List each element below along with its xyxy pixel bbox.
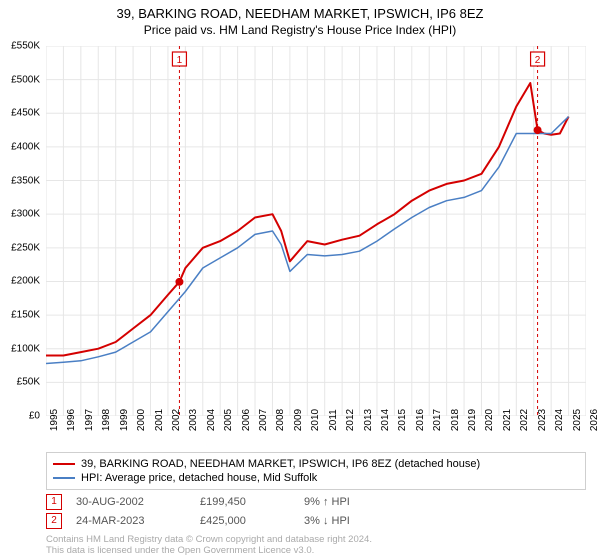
x-axis-tick-label: 2014 xyxy=(380,409,391,431)
legend-swatch xyxy=(53,463,75,465)
x-axis-tick-label: 2023 xyxy=(537,409,548,431)
x-axis-tick-label: 1998 xyxy=(101,409,112,431)
x-axis-tick-label: 2007 xyxy=(258,409,269,431)
x-axis-tick-label: 2002 xyxy=(171,409,182,431)
x-axis-tick-label: 2026 xyxy=(589,409,600,431)
marker-delta: 9% ↑ HPI xyxy=(304,496,350,508)
y-axis-tick-label: £200K xyxy=(11,276,40,287)
y-axis-tick-label: £150K xyxy=(11,310,40,321)
x-axis-tick-label: 2009 xyxy=(293,409,304,431)
y-axis-tick-label: £300K xyxy=(11,209,40,220)
copyright-notice: Contains HM Land Registry data © Crown c… xyxy=(46,534,372,557)
x-axis-tick-label: 2020 xyxy=(484,409,495,431)
y-axis-tick-label: £450K xyxy=(11,108,40,119)
y-axis-tick-label: £0 xyxy=(29,411,40,422)
marker-detail-row: 2 24-MAR-2023 £425,000 3% ↓ HPI xyxy=(46,513,586,529)
copyright-line-1: Contains HM Land Registry data © Crown c… xyxy=(46,534,372,545)
svg-text:1: 1 xyxy=(177,55,183,66)
x-axis-tick-label: 2008 xyxy=(275,409,286,431)
marker-delta: 3% ↓ HPI xyxy=(304,515,350,527)
y-axis-tick-label: £550K xyxy=(11,41,40,52)
legend-label: 39, BARKING ROAD, NEEDHAM MARKET, IPSWIC… xyxy=(81,458,480,470)
legend-item: 39, BARKING ROAD, NEEDHAM MARKET, IPSWIC… xyxy=(53,457,579,471)
svg-text:2: 2 xyxy=(535,55,541,66)
x-axis-tick-label: 2003 xyxy=(188,409,199,431)
legend-swatch xyxy=(53,477,75,479)
legend-item: HPI: Average price, detached house, Mid … xyxy=(53,471,579,485)
x-axis-tick-label: 2018 xyxy=(450,409,461,431)
x-axis-tick-label: 2006 xyxy=(241,409,252,431)
marker-date: 30-AUG-2002 xyxy=(76,496,186,508)
x-axis-tick-label: 2010 xyxy=(310,409,321,431)
x-axis-tick-label: 2016 xyxy=(415,409,426,431)
x-axis-tick-label: 2015 xyxy=(397,409,408,431)
x-axis-tick-label: 1997 xyxy=(84,409,95,431)
x-axis-tick-label: 1995 xyxy=(49,409,60,431)
chart-subtitle: Price paid vs. HM Land Registry's House … xyxy=(0,21,600,43)
y-axis-tick-label: £500K xyxy=(11,74,40,85)
marker-detail-row: 1 30-AUG-2002 £199,450 9% ↑ HPI xyxy=(46,494,586,510)
x-axis-tick-label: 2022 xyxy=(519,409,530,431)
x-axis-tick-label: 1996 xyxy=(66,409,77,431)
x-axis-tick-label: 2000 xyxy=(136,409,147,431)
marker-price: £199,450 xyxy=(200,496,290,508)
x-axis-tick-label: 2025 xyxy=(572,409,583,431)
x-axis-tick-label: 2019 xyxy=(467,409,478,431)
line-chart-svg: 12 xyxy=(46,46,586,416)
marker-number-box: 1 xyxy=(46,494,62,510)
legend-label: HPI: Average price, detached house, Mid … xyxy=(81,472,317,484)
x-axis-tick-label: 2024 xyxy=(554,409,565,431)
x-axis-tick-label: 2013 xyxy=(363,409,374,431)
legend: 39, BARKING ROAD, NEEDHAM MARKET, IPSWIC… xyxy=(46,452,586,490)
x-axis-tick-label: 2021 xyxy=(502,409,513,431)
x-axis-tick-label: 2004 xyxy=(206,409,217,431)
x-axis-tick-label: 2001 xyxy=(154,409,165,431)
x-axis-tick-label: 2017 xyxy=(432,409,443,431)
x-axis-tick-label: 1999 xyxy=(119,409,130,431)
y-axis-tick-label: £100K xyxy=(11,343,40,354)
x-axis-tick-label: 2005 xyxy=(223,409,234,431)
x-axis-tick-label: 2012 xyxy=(345,409,356,431)
y-axis-tick-label: £250K xyxy=(11,242,40,253)
marker-number-box: 2 xyxy=(46,513,62,529)
y-axis-tick-label: £400K xyxy=(11,141,40,152)
y-axis-tick-label: £50K xyxy=(17,377,40,388)
y-axis-tick-label: £350K xyxy=(11,175,40,186)
copyright-line-2: This data is licensed under the Open Gov… xyxy=(46,545,372,556)
marker-date: 24-MAR-2023 xyxy=(76,515,186,527)
marker-price: £425,000 xyxy=(200,515,290,527)
chart-title: 39, BARKING ROAD, NEEDHAM MARKET, IPSWIC… xyxy=(0,0,600,21)
chart-plot-area: 12 £0£50K£100K£150K£200K£250K£300K£350K£… xyxy=(46,46,586,416)
x-axis-tick-label: 2011 xyxy=(328,409,339,431)
